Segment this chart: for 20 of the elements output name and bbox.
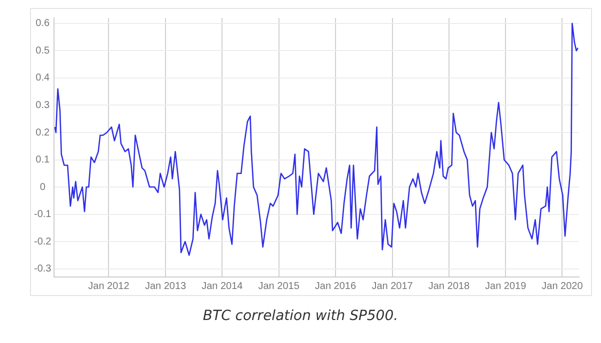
y-tick-label: 0.4 [36,72,50,84]
y-tick-label: 0.6 [36,18,50,30]
x-tick-label: Jan 2020 [542,280,584,292]
y-tick-label: 0 [40,182,46,193]
x-tick-label: Jan 2012 [88,280,130,292]
x-tick-label: Jan 2013 [144,280,187,292]
x-tick-label: Jan 2019 [485,280,527,292]
x-tick-label: Jan 2014 [202,280,244,292]
x-tick-label: Jan 2016 [314,280,356,292]
y-tick-label: 0.1 [36,154,50,166]
text: BTC correlation with SP500. [202,308,400,324]
x-tick-label: Jan 2017 [372,280,414,292]
y-tick-label: -0.3 [34,264,52,275]
y-tick-label: -0.1 [34,209,52,220]
x-tick-label: Jan 2015 [258,280,300,292]
y-tick-label: -0.2 [34,236,52,248]
y-tick-label: 0.2 [36,127,50,138]
y-tick-label: 0.3 [36,100,50,111]
y-tick-label: 0.5 [36,45,50,56]
x-tick-label: Jan 2018 [428,280,470,292]
